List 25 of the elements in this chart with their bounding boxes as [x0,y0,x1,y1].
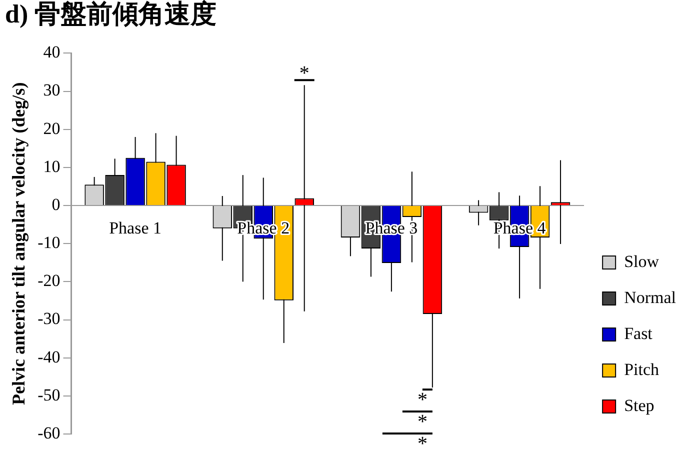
legend-label: Normal [624,288,676,307]
x-tick-label: Phase 1 [109,218,162,238]
legend-label: Pitch [624,360,660,379]
legend-label: Slow [624,252,660,271]
chart-title: d) 骨盤前傾角速度 [5,0,217,28]
y-tick-label: -10 [38,233,60,252]
y-tick-label: -30 [38,309,60,328]
y-tick-label: 10 [43,156,60,176]
x-tick-label: Phase 4 [493,218,546,238]
annotation: * [417,410,428,433]
y-tick-label: -50 [38,385,60,404]
y-tick-label: 0 [52,194,60,214]
annotation: * [417,432,428,455]
annotation: * [299,62,310,84]
legend-label: Step [624,396,654,415]
annotation: * [417,388,428,411]
legend-label: Fast [624,324,653,343]
y-tick-label: 30 [43,80,60,100]
y-tick-label: 20 [43,118,60,138]
x-tick-label: Phase 2 [237,218,290,238]
y-tick-label: -60 [38,423,60,442]
y-tick-label: -20 [38,271,60,290]
y-tick-label: 40 [43,42,60,62]
y-axis-title: Pelvic anterior tilt angular velocity (deg/s) [8,82,28,405]
y-tick-label: -40 [38,347,60,366]
